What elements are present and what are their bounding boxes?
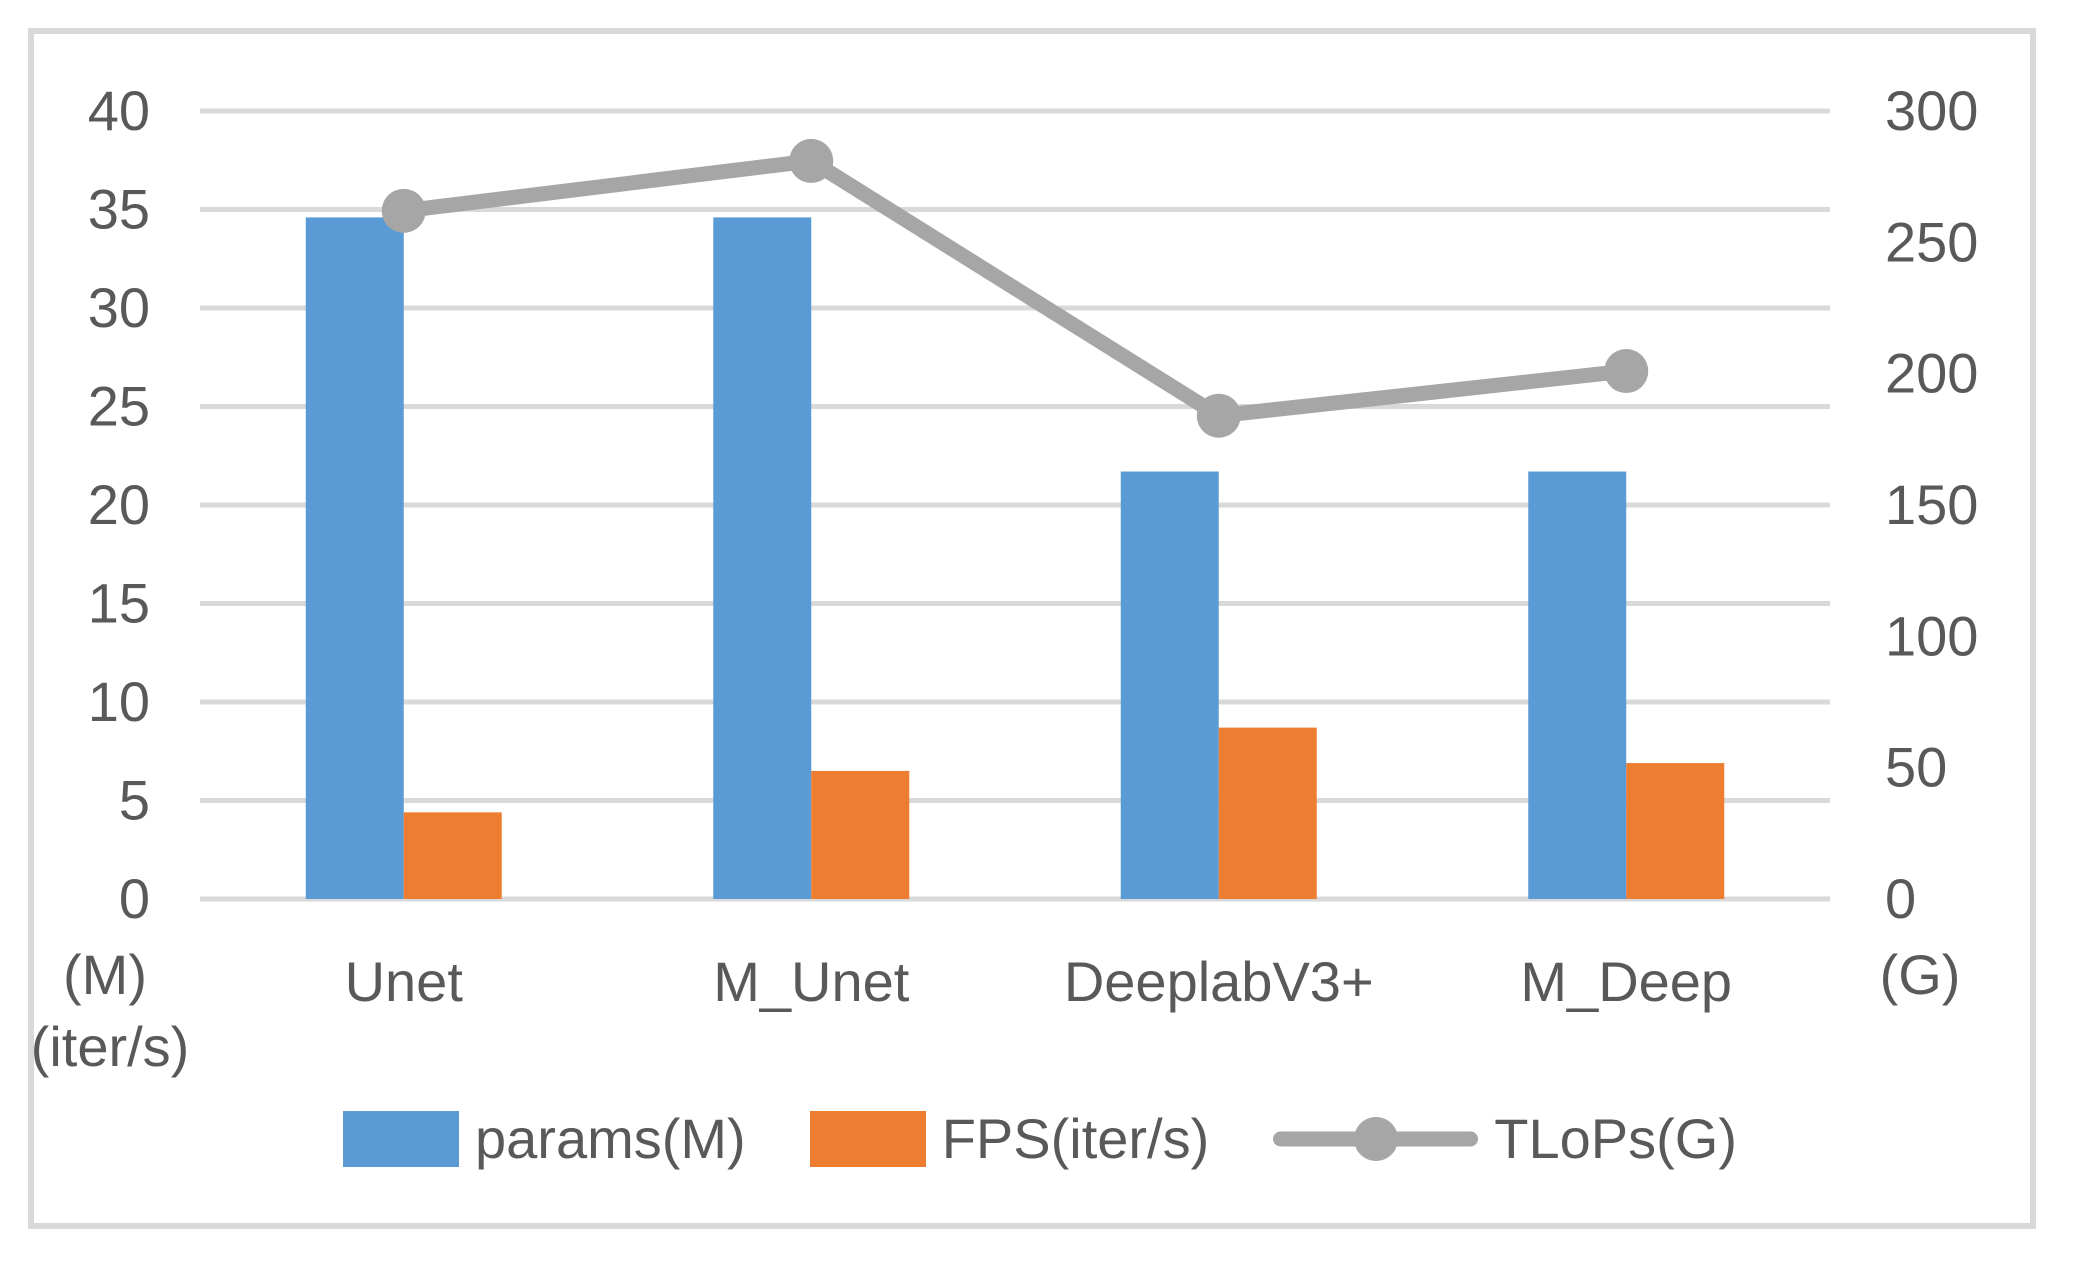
bars [305,217,1725,899]
right-tick-150: 150 [1885,473,1978,536]
left-tick-0: 0 [119,867,150,930]
legend: params(M) FPS(iter/s) TLoPs(G) [0,1104,2080,1174]
legend-item-tlops[interactable]: TLoPs(G) [1273,1111,1737,1167]
left-tick-5: 5 [119,769,150,832]
bar-params-m-unet[interactable] [305,217,404,899]
params-swatch-icon [343,1111,460,1167]
category-axis-labels: Unet M_Unet DeeplabV3+ M_Deep [345,950,1732,1013]
category-label-m-deep: M_Deep [1520,950,1732,1013]
category-label-m-unet: M_Unet [713,950,910,1013]
category-label-unet: Unet [345,950,464,1013]
left-tick-30: 30 [88,276,150,339]
bar-fps-iter-s-unet[interactable] [403,812,502,899]
bar-params-m-m-deep[interactable] [1528,471,1627,899]
left-tick-35: 35 [88,178,150,241]
left-tick-15: 15 [88,572,150,635]
category-label-deeplabv3: DeeplabV3+ [1064,950,1374,1013]
right-axis-unit-label-g: (G) [1879,943,1961,1006]
line-tlops-g[interactable] [396,153,1634,424]
tlops-line-marker-icon [1273,1117,1479,1161]
right-tick-300: 300 [1885,79,1978,142]
right-axis-tick-labels: 300 250 200 150 100 50 0 [1885,79,1978,930]
legend-label-tlops: TLoPs(G) [1494,1107,1737,1170]
bar-fps-iter-s-deeplabv3[interactable] [1218,727,1317,899]
marker-tlops-g-deeplabv3[interactable] [1196,393,1241,438]
legend-label-params: params(M) [475,1107,746,1170]
left-axis-unit-label-m: (M) [63,943,147,1006]
left-tick-25: 25 [88,375,150,438]
left-axis-tick-labels: 40 35 30 25 20 15 10 5 0 [88,79,150,930]
legend-label-fps: FPS(iter/s) [941,1107,1210,1170]
marker-tlops-g-m-deep[interactable] [1604,349,1649,394]
fps-swatch-icon [809,1111,926,1167]
right-tick-0: 0 [1885,867,1916,930]
left-axis-unit-label-iters: (iter/s) [30,1015,190,1078]
left-tick-40: 40 [88,79,150,142]
right-tick-250: 250 [1885,210,1978,273]
bar-fps-iter-s-m-unet[interactable] [811,770,910,899]
bar-params-m-deeplabv3[interactable] [1120,471,1219,899]
left-tick-20: 20 [88,473,150,536]
right-tick-50: 50 [1885,736,1947,799]
marker-tlops-g-m-unet[interactable] [789,138,834,183]
bar-fps-iter-s-m-deep[interactable] [1626,763,1725,899]
bar-params-m-m-unet[interactable] [713,217,812,899]
marker-tlops-g-unet[interactable] [381,188,426,233]
legend-item-params[interactable]: params(M) [343,1111,746,1167]
left-tick-10: 10 [88,670,150,733]
legend-item-fps[interactable]: FPS(iter/s) [809,1107,1210,1170]
right-tick-100: 100 [1885,604,1978,667]
right-tick-200: 200 [1885,342,1978,405]
